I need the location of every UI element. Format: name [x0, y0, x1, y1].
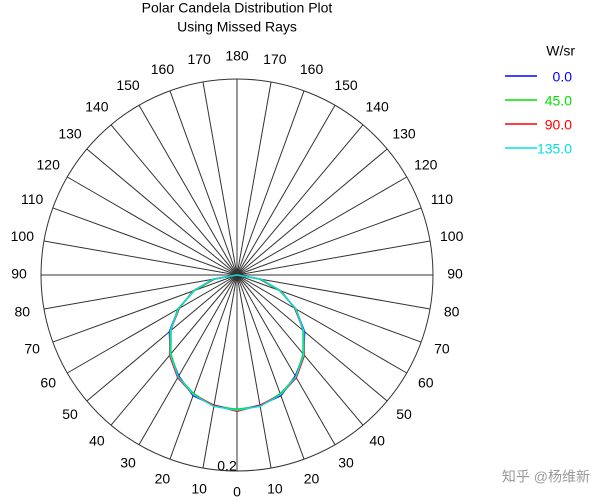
spoke: [138, 105, 238, 276]
spoke: [202, 81, 238, 276]
angle-label: 30: [338, 454, 354, 470]
spoke: [236, 274, 305, 460]
angle-label: 70: [24, 340, 40, 356]
angle-label: 140: [85, 99, 109, 115]
angle-label: 40: [369, 433, 385, 449]
angle-label: 160: [300, 61, 324, 77]
spoke: [236, 81, 272, 276]
angle-label: 110: [431, 191, 454, 207]
spoke: [236, 274, 336, 445]
angle-label: 30: [120, 454, 136, 470]
angle-label: 160: [151, 61, 175, 77]
angle-label: 170: [263, 51, 287, 67]
spoke: [236, 90, 305, 276]
angle-label: 120: [414, 157, 438, 173]
spoke: [236, 124, 364, 276]
spoke: [67, 176, 238, 276]
angle-label: 10: [191, 480, 207, 496]
spoke: [236, 274, 422, 343]
spoke: [236, 274, 431, 310]
angle-label: 20: [155, 471, 171, 487]
angle-label: 60: [40, 375, 56, 391]
angle-label: 130: [58, 126, 82, 142]
angle-label: 50: [396, 406, 412, 422]
angle-label: 60: [418, 375, 434, 391]
spoke: [236, 274, 364, 426]
spoke: [52, 207, 238, 276]
radial-circle: [40, 78, 434, 472]
spoke: [236, 274, 407, 374]
spoke: [236, 274, 272, 469]
spoke: [43, 240, 238, 276]
angle-label: 170: [187, 51, 211, 67]
angle-label: 20: [304, 471, 320, 487]
spoke: [138, 274, 238, 445]
spoke: [236, 148, 388, 276]
spoke: [236, 240, 431, 276]
angle-label: 120: [37, 157, 61, 173]
series-line: [169, 274, 238, 411]
angle-label: 90: [11, 266, 27, 282]
legend-label: 0.0: [553, 69, 573, 85]
angle-label: 10: [267, 480, 283, 496]
spoke: [86, 148, 238, 276]
spoke: [169, 90, 238, 276]
angle-label: 150: [116, 77, 140, 93]
spoke: [43, 274, 238, 310]
spoke: [86, 274, 238, 402]
angle-label: 0: [233, 484, 241, 500]
angle-label: 40: [89, 433, 105, 449]
angle-label: 50: [62, 406, 78, 422]
series-line: [236, 274, 305, 411]
spoke: [236, 274, 388, 402]
angle-label: 140: [365, 99, 389, 115]
chart-subtitle: Using Missed Rays: [177, 19, 297, 35]
spoke: [236, 176, 407, 276]
angle-label: 100: [440, 228, 464, 244]
spoke: [202, 274, 238, 469]
legend-label: 90.0: [545, 117, 572, 133]
angle-label: 130: [392, 126, 416, 142]
angle-label: 100: [11, 228, 35, 244]
watermark: 知乎 @杨维新: [502, 469, 590, 485]
spoke: [236, 207, 422, 276]
spoke: [67, 274, 238, 374]
angle-label: 80: [444, 304, 460, 320]
spoke: [236, 105, 336, 276]
chart-title: Polar Candela Distribution Plot: [142, 0, 333, 16]
legend-label: 45.0: [545, 93, 572, 109]
angle-label: 150: [334, 77, 358, 93]
legend-title: W/sr: [546, 43, 575, 59]
spoke: [169, 274, 238, 460]
legend-label: 135.0: [537, 141, 572, 157]
angle-label: 180: [225, 48, 249, 64]
spoke: [52, 274, 238, 343]
angle-label: 90: [447, 266, 463, 282]
angle-label: 70: [434, 340, 450, 356]
angle-label: 110: [21, 191, 44, 207]
radial-label: 0.2: [217, 458, 237, 474]
spoke: [110, 274, 238, 426]
angle-label: 80: [15, 304, 31, 320]
spoke: [110, 124, 238, 276]
